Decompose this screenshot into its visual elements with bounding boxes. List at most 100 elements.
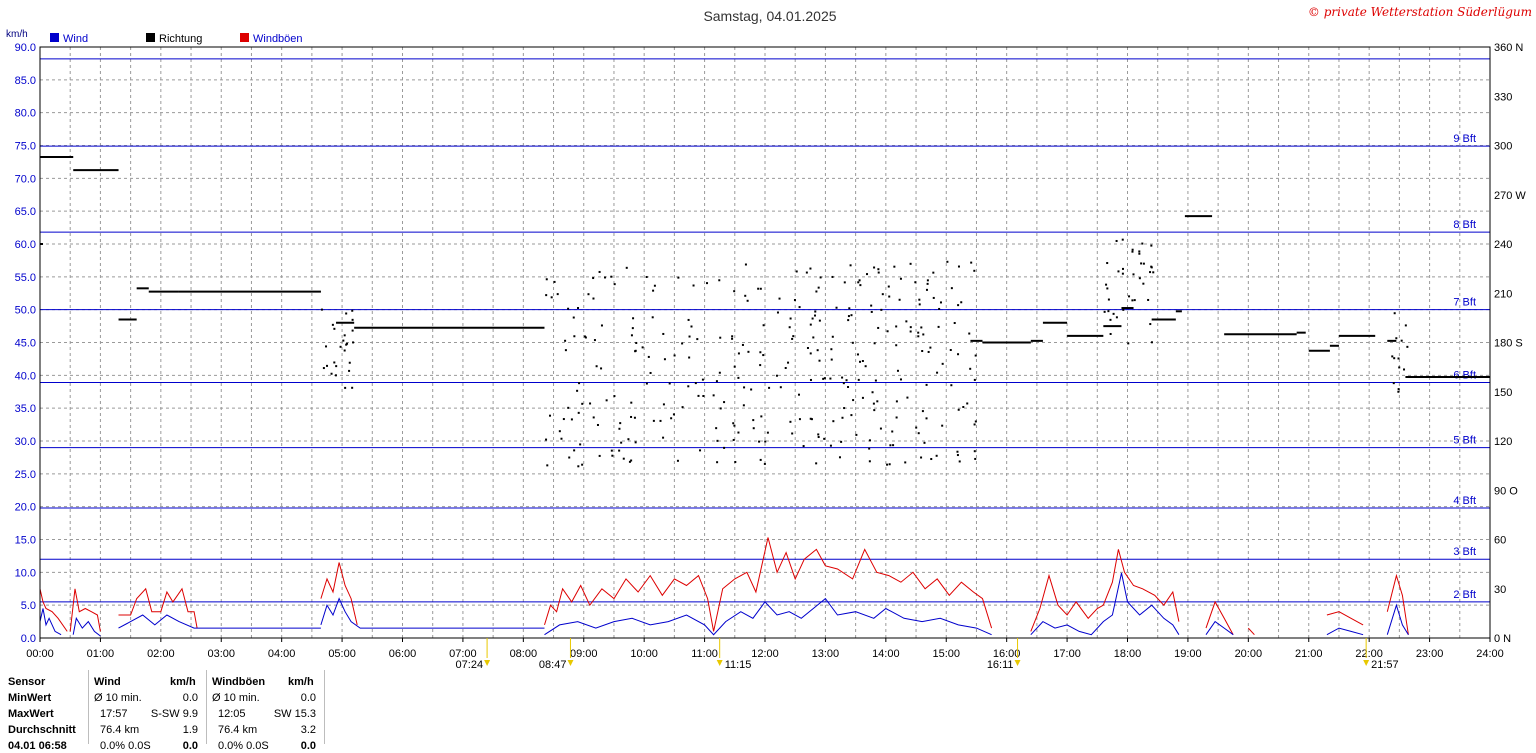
richtung-point (546, 464, 549, 467)
richtung-point (817, 436, 820, 439)
richtung-point (1395, 337, 1398, 340)
richtung-point (881, 293, 884, 296)
richtung-point (573, 449, 576, 452)
beaufort-label: 7 Bft (1453, 297, 1476, 309)
richtung-point (1393, 357, 1396, 360)
sun-marker-label: 11:15 (725, 659, 752, 670)
richtung-point (932, 271, 935, 274)
richtung-point (577, 307, 580, 310)
stats-max-wind-value: S-SW 9.9 (150, 708, 198, 720)
richtung-point (634, 441, 637, 444)
richtung-point (687, 385, 690, 388)
richtung-point (909, 330, 912, 333)
y-tick-label: 90.0 (15, 42, 36, 54)
richtung-point (909, 262, 912, 265)
richtung-point (935, 454, 938, 457)
richtung-point (795, 270, 798, 273)
richtung-point (926, 282, 929, 285)
stats-min-wind-desc: Ø 10 min. (94, 692, 142, 704)
y-tick-label: 75.0 (15, 141, 36, 153)
y-tick-label: 85.0 (15, 75, 36, 87)
richtung-point (823, 377, 826, 380)
legend-label-wind: Wind (63, 33, 88, 45)
richtung-point (344, 386, 347, 389)
richtung-point (953, 322, 956, 325)
richtung-point (719, 407, 722, 410)
richtung-point (651, 316, 654, 319)
y-tick-label: 30.0 (15, 436, 36, 448)
richtung-point (645, 275, 648, 278)
richtung-point (681, 342, 684, 345)
richtung-point (895, 416, 898, 419)
richtung-point (841, 376, 844, 379)
richtung-point (595, 365, 598, 368)
richtung-point (829, 377, 832, 380)
richtung-point (718, 279, 721, 282)
richtung-point (923, 441, 926, 444)
richtung-point (838, 456, 841, 459)
richtung-point (593, 339, 596, 342)
richtung-point (351, 329, 354, 332)
richtung-point (1122, 308, 1125, 311)
richtung-point (1106, 262, 1109, 265)
richtung-point (600, 367, 603, 370)
y2-tick-label: 30 (1494, 584, 1506, 596)
richtung-point (768, 386, 771, 389)
richtung-point (733, 424, 736, 427)
stats-period-gust-value: 0.0 (300, 740, 316, 752)
richtung-point (581, 402, 584, 405)
richtung-point (1132, 273, 1135, 276)
wind-line (320, 597, 545, 629)
richtung-point (564, 339, 567, 342)
richtung-point (652, 289, 655, 292)
richtung-point (797, 393, 800, 396)
x-tick-label: 17:00 (1053, 648, 1081, 660)
x-tick-label: 13:00 (812, 648, 840, 660)
richtung-point (628, 460, 631, 463)
windboeen-line (1326, 611, 1364, 626)
windboeen-line (1030, 549, 1180, 632)
y2-tick-label: 120 (1494, 436, 1512, 448)
richtung-point (917, 432, 920, 435)
richtung-point (788, 326, 791, 329)
richtung-point (895, 344, 898, 347)
richtung-point (956, 454, 959, 457)
richtung-point (938, 307, 941, 310)
richtung-point (957, 353, 960, 356)
y2-tick-label: 270 W (1494, 190, 1526, 202)
richtung-point (873, 342, 876, 345)
richtung-point (330, 372, 333, 375)
legend-label-richtung: Richtung (159, 33, 202, 45)
richtung-point (322, 367, 325, 370)
richtung-point (348, 369, 351, 372)
richtung-point (861, 360, 864, 363)
richtung-point (892, 444, 895, 447)
x-tick-label: 04:00 (268, 648, 296, 660)
richtung-point (861, 396, 864, 399)
richtung-point (925, 417, 928, 420)
richtung-point (973, 450, 976, 453)
richtung-point (618, 449, 621, 452)
y2-tick-label: 240 (1494, 239, 1512, 251)
richtung-point (737, 352, 740, 355)
richtung-point (921, 350, 924, 353)
richtung-point (553, 280, 556, 283)
richtung-point (677, 276, 680, 279)
richtung-point (550, 296, 553, 299)
richtung-point (835, 306, 838, 309)
richtung-point (871, 391, 874, 394)
richtung-point (653, 284, 656, 287)
x-tick-label: 02:00 (147, 648, 175, 660)
richtung-point (969, 367, 972, 370)
richtung-point (905, 320, 908, 323)
chart-title: Samstag, 04.01.2025 (703, 8, 836, 24)
richtung-point (877, 326, 880, 329)
stats-label-max: MaxWert (8, 708, 54, 720)
richtung-point (587, 293, 590, 296)
y-tick-label: 0.0 (21, 633, 36, 645)
richtung-point (1140, 262, 1143, 265)
richtung-point (672, 413, 675, 416)
chart-tick-labels: 0.0 5.0 10.0 15.0 20.0 25.0 30.0 35.0 40.0 45.0 50… (15, 42, 1527, 660)
richtung-point (662, 436, 665, 439)
stats-max-wind-time: 17:57 (100, 708, 128, 720)
